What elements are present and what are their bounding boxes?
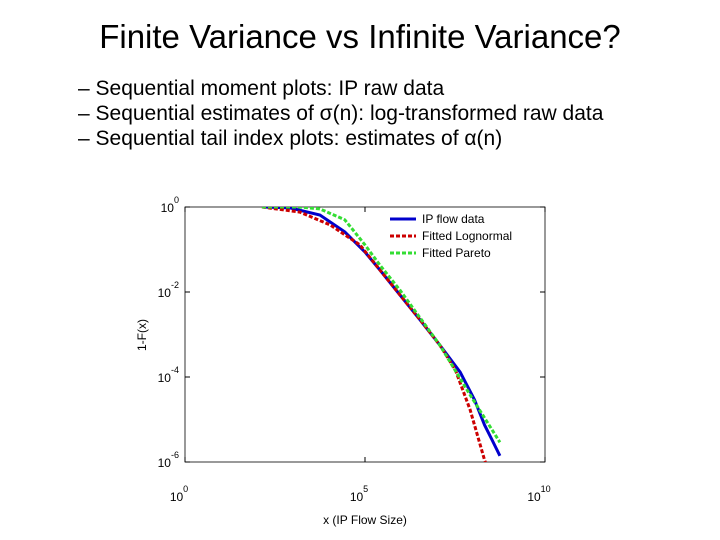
x-tick-label: 100 (170, 484, 188, 504)
legend-label: Fitted Lognormal (422, 229, 512, 243)
slide-title: Finite Variance vs Infinite Variance? (99, 18, 621, 55)
plot-area (261, 207, 502, 462)
x-tick-label: 1010 (527, 484, 550, 504)
y-tick-label: 100 (161, 195, 179, 215)
bullet: Sequential moment plots: IP raw data (78, 76, 678, 101)
series-line (262, 207, 502, 444)
x-tick-label: 105 (350, 484, 368, 504)
series-line (261, 207, 487, 462)
y-tick-label: 10-2 (158, 280, 179, 300)
y-tick-label: 10-4 (158, 365, 179, 385)
bullet: Sequential tail index plots: estimates o… (78, 126, 678, 151)
bullet-list: Sequential moment plots: IP raw data Seq… (78, 76, 678, 151)
bullet: Sequential estimates of σ(n): log-transf… (78, 101, 678, 126)
series-line (261, 207, 502, 457)
legend-label: Fitted Pareto (422, 246, 491, 260)
legend-label: IP flow data (422, 212, 485, 226)
y-axis-label: 1-F(x) (135, 319, 149, 351)
y-tick-label: 10-6 (158, 450, 179, 470)
x-axis-label: x (IP Flow Size) (323, 513, 407, 527)
